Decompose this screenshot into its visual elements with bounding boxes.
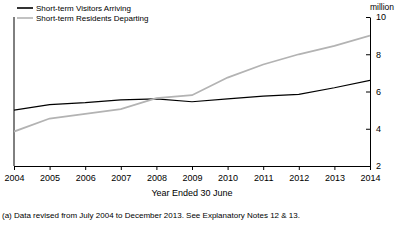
x-tick-label: 2011: [254, 173, 273, 183]
x-tick-mark: [263, 166, 264, 170]
x-tick-label: 2010: [218, 173, 238, 183]
x-tick: 2004: [4, 166, 24, 183]
x-tick: 2006: [76, 166, 96, 183]
y-tick-label: 8: [376, 50, 381, 60]
x-tick-label: 2014: [360, 173, 380, 183]
x-tick-label: 2004: [4, 173, 24, 183]
y-tick-label: 6: [376, 87, 381, 97]
x-tick: 2011: [254, 166, 273, 183]
y-axis-title: million: [370, 2, 394, 12]
x-tick-mark: [156, 166, 157, 170]
y-tick-mark: [366, 17, 370, 18]
y-tick-mark: [366, 129, 370, 130]
y-tick-label: 4: [376, 124, 381, 134]
x-tick: 2007: [111, 166, 131, 183]
y-tick-label: 2: [376, 161, 381, 171]
x-tick-mark: [299, 166, 300, 170]
y-tick-mark: [366, 54, 370, 55]
x-tick-mark: [228, 166, 229, 170]
y-tick-mark: [366, 92, 370, 93]
x-tick: 2012: [289, 166, 309, 183]
x-tick: 2005: [40, 166, 60, 183]
x-tick-label: 2008: [147, 173, 167, 183]
x-tick-mark: [121, 166, 122, 170]
x-tick-label: 2012: [289, 173, 309, 183]
x-tick-mark: [192, 166, 193, 170]
y-tick: 10: [366, 12, 386, 22]
x-tick-mark: [85, 166, 86, 170]
x-tick-mark: [370, 166, 371, 170]
plot-area: [14, 36, 370, 132]
y-tick: 4: [366, 124, 381, 134]
x-tick-mark: [334, 166, 335, 170]
footnote: (a) Data revised from July 2004 to Decem…: [2, 211, 300, 220]
legend-swatch: [17, 7, 33, 9]
x-tick-label: 2006: [76, 173, 96, 183]
legend-label: Short-term Residents Departing: [36, 14, 149, 23]
y-tick: 2: [366, 161, 381, 171]
x-tick: 2009: [182, 166, 202, 183]
y-tick-label: 10: [376, 12, 386, 22]
frame-line: [14, 17, 15, 166]
x-axis-title: Year Ended 30 June: [151, 188, 232, 198]
legend-swatch: [17, 17, 33, 19]
x-tick-mark: [14, 166, 15, 170]
x-tick-label: 2013: [325, 173, 345, 183]
x-tick: 2008: [147, 166, 167, 183]
x-tick-label: 2005: [40, 173, 60, 183]
x-tick-label: 2007: [111, 173, 131, 183]
x-tick-label: 2009: [182, 173, 202, 183]
x-tick: 2010: [218, 166, 238, 183]
y-tick: 6: [366, 87, 381, 97]
y-tick: 8: [366, 50, 381, 60]
chart: 2004 2005 2006 2007 2008 2009 2010 2011 2012 2013…: [0, 0, 397, 227]
y-tick-mark: [366, 166, 370, 167]
x-tick-mark: [50, 166, 51, 170]
x-axis: 2004 2005 2006 2007 2008 2009 2010 2011 2012 2013…: [4, 166, 380, 183]
x-tick: 2013: [325, 166, 345, 183]
legend-label: Short-term Visitors Arriving: [36, 4, 131, 13]
series-line: [14, 36, 370, 132]
legend: Short-term Visitors ArrivingShort-term R…: [17, 4, 149, 23]
y-axis-line: [370, 18, 371, 167]
